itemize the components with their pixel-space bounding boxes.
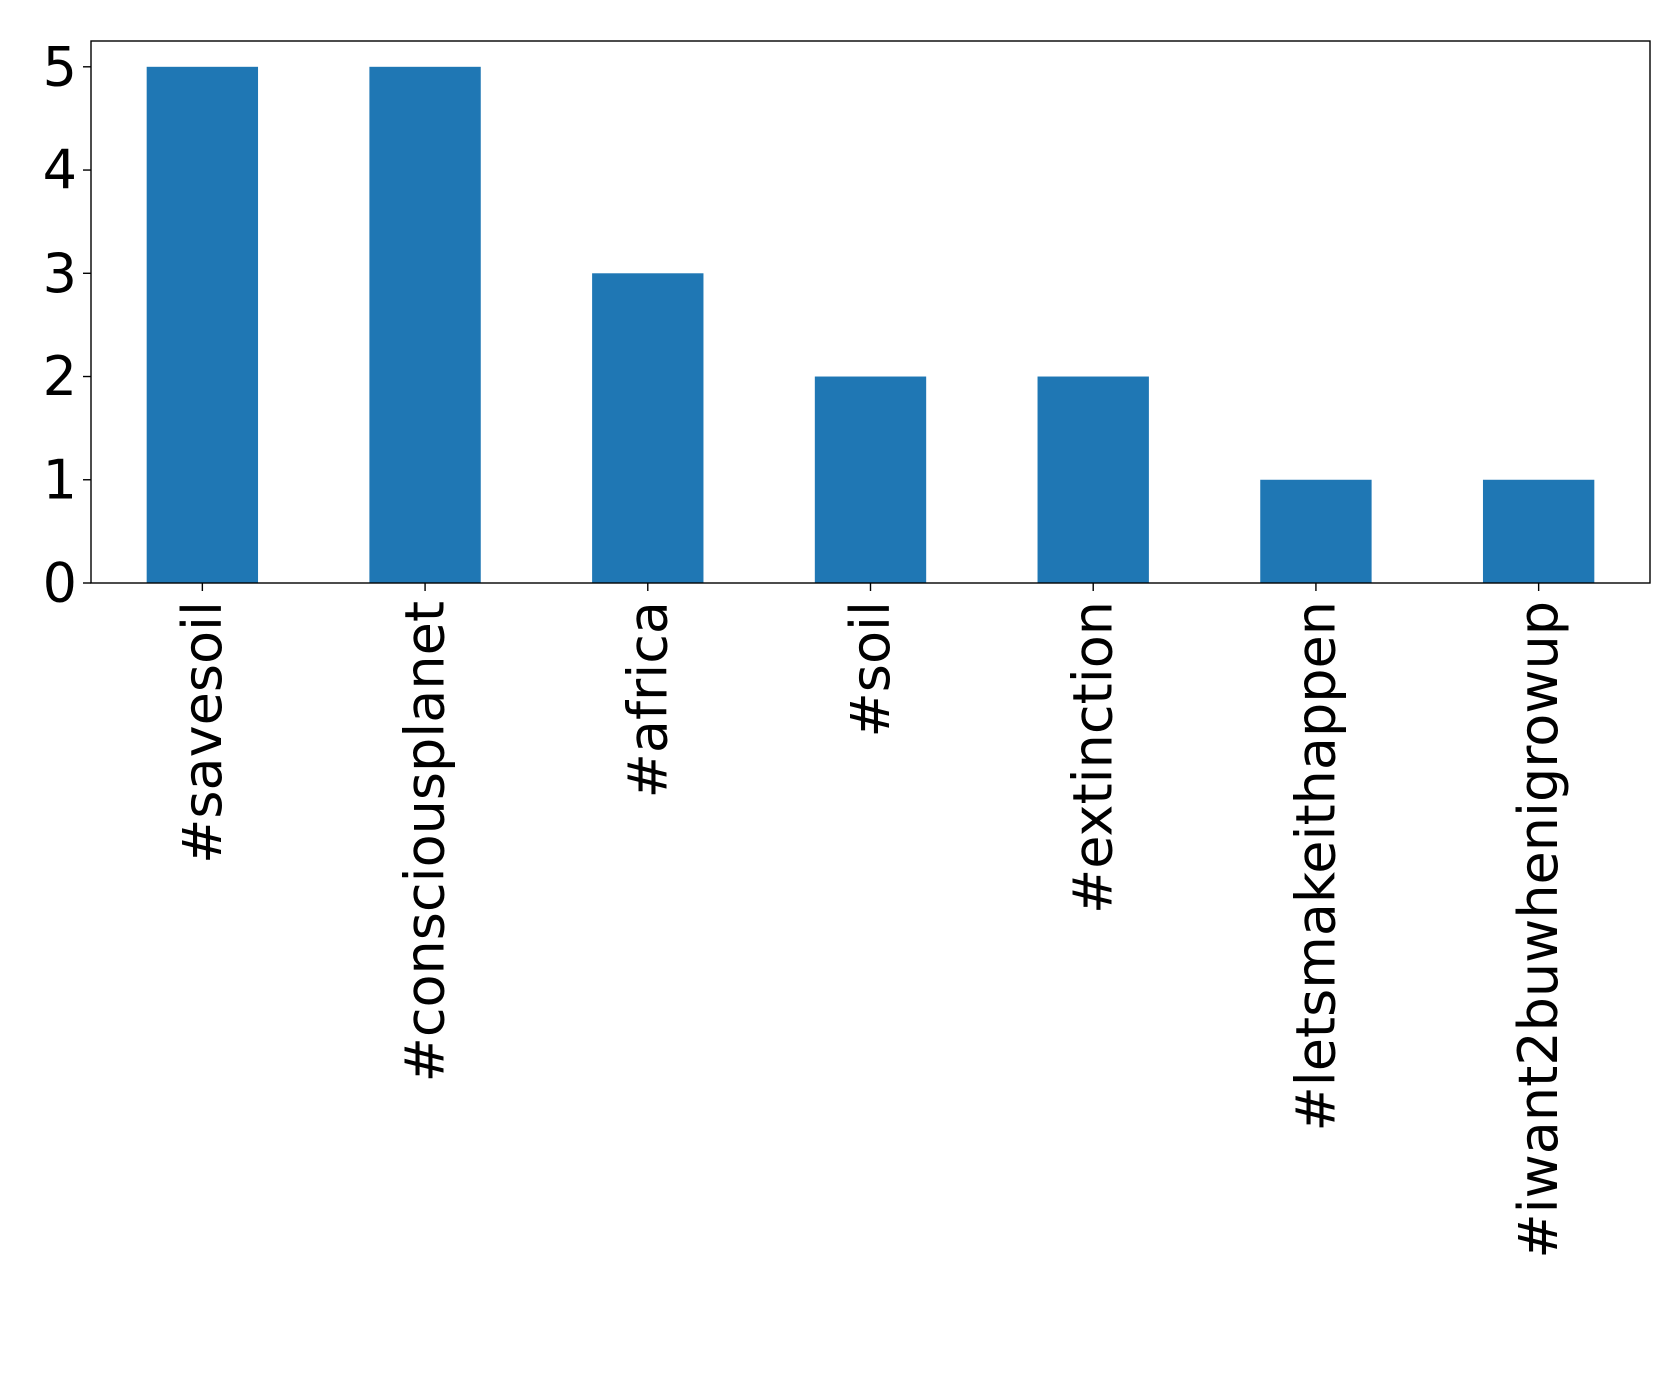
y-tick-label-3: 3 [43, 242, 77, 305]
x-axis: #savesoil #consciousplanet #africa #soil #ex… [171, 583, 1570, 1259]
y-tick-label-0: 0 [43, 552, 77, 615]
bar-2 [592, 273, 704, 583]
x-tick-label-3: #soil [839, 601, 902, 737]
x-tick-label-5: #letsmakeithappen [1284, 601, 1347, 1132]
y-tick-label-4: 4 [43, 139, 77, 202]
y-tick-label-5: 5 [43, 35, 77, 98]
bar-6 [1482, 479, 1595, 583]
x-tick-label-6: #iwant2buwhenigrowup [1507, 601, 1570, 1259]
y-axis: 0 1 2 3 4 5 [43, 35, 91, 615]
bars-group [146, 66, 1595, 584]
x-tick-label-0: #savesoil [171, 601, 234, 864]
x-tick-label-4: #extinction [1062, 601, 1125, 914]
y-tick-label-1: 1 [43, 448, 77, 511]
bar-5 [1260, 479, 1372, 583]
x-tick-label-2: #africa [616, 601, 679, 798]
bar-4 [1037, 376, 1149, 583]
y-tick-label-2: 2 [43, 345, 77, 408]
bar-1 [369, 66, 481, 584]
bar-3 [814, 376, 927, 583]
x-tick-label-1: #consciousplanet [394, 601, 457, 1082]
plot-frame [90, 40, 1651, 584]
bar-0 [146, 66, 259, 584]
